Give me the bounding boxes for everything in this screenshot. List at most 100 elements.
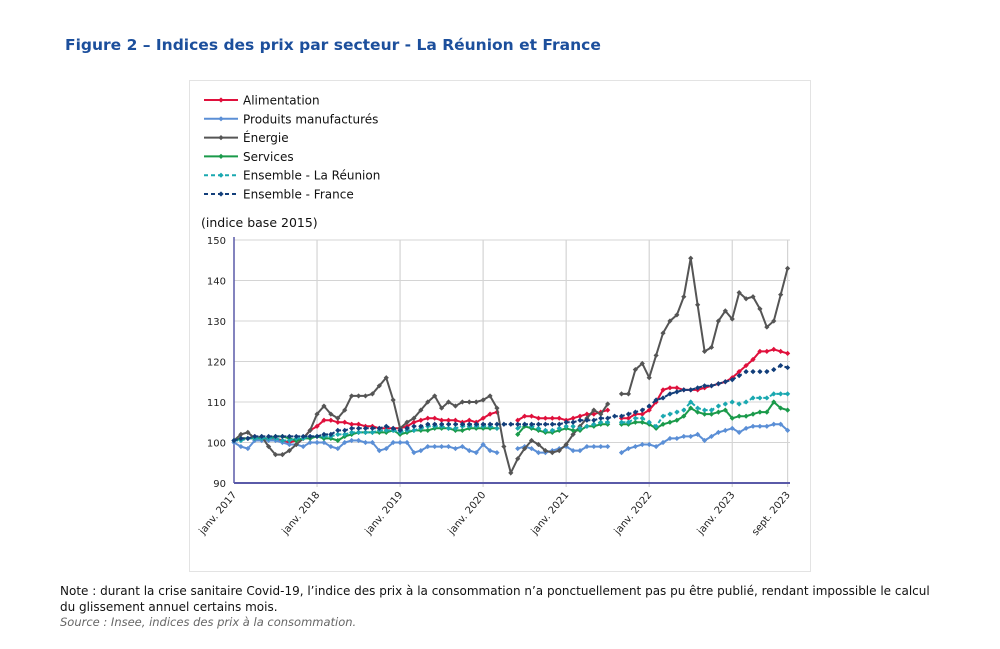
data-point [466, 399, 472, 405]
data-point [314, 423, 320, 429]
data-point [418, 448, 424, 454]
data-point [418, 417, 424, 423]
data-point [660, 330, 666, 336]
data-point [535, 421, 542, 427]
data-point [238, 435, 244, 442]
data-point [321, 403, 327, 409]
legend-label: Ensemble - La Réunion [243, 169, 380, 183]
data-point [701, 437, 708, 444]
data-point [778, 292, 784, 298]
note-text: Note : durant la crise sanitaire Covid-1… [60, 584, 930, 614]
data-point [494, 421, 500, 427]
legend-item: Alimentation [204, 94, 320, 108]
data-point [708, 433, 715, 440]
data-point [577, 417, 583, 423]
data-point [480, 415, 486, 421]
data-point [376, 425, 382, 431]
data-point [681, 387, 687, 393]
data-point [646, 407, 652, 413]
data-point [750, 423, 756, 429]
data-point [722, 379, 728, 385]
data-point [535, 441, 542, 448]
data-point [695, 431, 701, 437]
legend-label: Ensemble - France [243, 188, 354, 202]
data-point [535, 425, 542, 431]
data-point [681, 407, 687, 413]
data-point [335, 427, 341, 433]
data-point [501, 421, 507, 427]
data-point [570, 431, 576, 437]
data-point [743, 425, 749, 431]
data-point [487, 411, 493, 417]
data-point [314, 433, 320, 440]
data-point [383, 445, 389, 452]
data-point [674, 409, 680, 415]
data-point [556, 421, 562, 427]
data-point [508, 421, 514, 427]
data-point [549, 421, 555, 427]
legend-label: Alimentation [243, 94, 320, 108]
data-point [556, 448, 562, 454]
data-point [390, 397, 396, 403]
data-point [708, 407, 715, 413]
data-point [494, 405, 500, 411]
data-point [542, 448, 548, 454]
data-point [764, 409, 770, 415]
data-point [778, 421, 784, 427]
data-point [722, 308, 728, 314]
data-point [321, 439, 327, 446]
data-point [535, 450, 542, 456]
data-point [729, 415, 735, 421]
data-point [355, 425, 362, 431]
data-point [771, 421, 777, 427]
data-point [736, 373, 742, 379]
data-point [466, 421, 472, 427]
series-energie [231, 255, 791, 476]
data-point [785, 364, 791, 371]
x-tick-label: janv. 2019 [363, 490, 406, 538]
data-point [487, 393, 493, 399]
x-tick-label: janv. 2021 [529, 490, 572, 538]
data-point [349, 425, 355, 431]
data-point [411, 419, 417, 425]
data-point [584, 443, 590, 450]
data-point [549, 427, 555, 433]
data-point [639, 360, 645, 367]
data-point [245, 435, 251, 442]
data-point [584, 423, 590, 429]
data-point [418, 407, 424, 413]
data-point [771, 367, 777, 373]
legend-marker [218, 172, 224, 178]
data-point [390, 425, 396, 431]
data-point [355, 429, 362, 435]
data-point [286, 433, 292, 440]
data-point [279, 452, 286, 458]
data-point [674, 435, 680, 442]
data-point [459, 427, 465, 433]
data-point [349, 429, 355, 435]
data-point [674, 312, 680, 318]
y-tick-label: 140 [207, 277, 226, 288]
data-point [286, 437, 292, 444]
data-point [618, 391, 625, 397]
data-point [411, 423, 417, 429]
data-point [549, 450, 555, 456]
data-point [404, 419, 410, 425]
data-point [743, 296, 749, 302]
y-tick-label: 110 [207, 398, 226, 409]
data-point [328, 417, 334, 423]
data-point [342, 439, 348, 446]
data-point [293, 433, 299, 440]
data-point [515, 431, 521, 437]
data-point [618, 450, 625, 456]
y-tick-label: 100 [207, 439, 226, 450]
data-point [300, 433, 306, 440]
data-point [286, 448, 292, 454]
data-point [785, 265, 791, 271]
data-point [618, 419, 625, 425]
data-point [335, 431, 341, 437]
data-point [570, 448, 576, 454]
data-point [452, 417, 459, 423]
data-point [764, 423, 770, 429]
data-point [459, 399, 465, 405]
